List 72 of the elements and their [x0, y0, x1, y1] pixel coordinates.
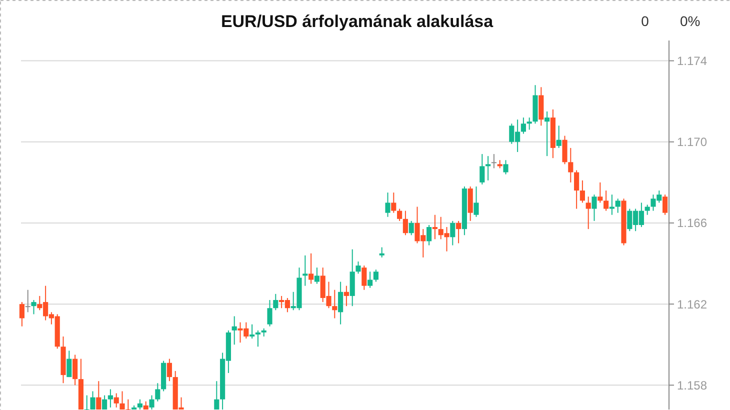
candlestick: [338, 281, 344, 325]
chart-title: EUR/USD árfolyamának alakulása: [220, 12, 494, 31]
candlestick: [356, 260, 361, 274]
candlestick: [562, 135, 568, 165]
candlestick: [126, 398, 131, 410]
candlestick: [344, 285, 349, 307]
candlestick: [598, 182, 603, 204]
candlestick: [166, 358, 172, 382]
candlestick: [84, 394, 90, 410]
candlestick: [397, 208, 402, 222]
candlestick: [662, 194, 668, 216]
candlestick: [96, 380, 102, 410]
candlestick: [385, 192, 390, 218]
y-tick-label: 1.162: [677, 297, 708, 312]
candlestick: [66, 350, 72, 378]
candlestick: [402, 210, 408, 236]
candlestick: [120, 390, 125, 410]
candlestick: [592, 194, 597, 222]
candlestick: [19, 302, 24, 327]
candlestick: [644, 204, 650, 216]
y-tick-label: 1.166: [677, 216, 708, 230]
candlestick: [580, 180, 585, 204]
candlestick: [526, 117, 532, 130]
candlestick: [102, 394, 108, 410]
candlestick: [149, 394, 154, 410]
candlestick: [480, 154, 485, 185]
candlestick: [308, 252, 314, 284]
candlestick: [255, 330, 260, 348]
candlestick: [232, 316, 237, 346]
candlestick: [90, 390, 96, 410]
candlestick: [214, 380, 220, 410]
candlestick: [108, 388, 113, 408]
candlestick: [568, 147, 574, 183]
candlestick: [362, 265, 367, 290]
y-tick-label: 1.170: [677, 135, 708, 150]
candlestick: [609, 194, 614, 216]
candlestick: [486, 156, 491, 181]
candlestick: [373, 269, 378, 282]
candlestick: [432, 214, 438, 240]
candlestick: [314, 267, 320, 284]
candlestick: [491, 154, 496, 169]
candlestick: [408, 220, 414, 236]
candlestick: [426, 224, 432, 246]
text: 0: [641, 13, 650, 29]
y-tick-label: 1.158: [677, 378, 708, 392]
candlestick: [267, 300, 272, 327]
candlestick: [503, 160, 508, 175]
candlestick: [137, 398, 142, 410]
candlestick: [155, 382, 160, 402]
candlestick: [114, 392, 119, 408]
candlestick: [615, 198, 620, 214]
candlestick: [604, 190, 609, 212]
candlestick: [586, 196, 591, 230]
candlestick: [72, 354, 78, 386]
candlestick: [450, 220, 456, 246]
candlestick: [474, 186, 479, 218]
candlestick: [31, 300, 36, 315]
candlestick: [25, 289, 30, 313]
candlestick: [250, 324, 255, 340]
candlestick: [456, 220, 462, 244]
candlestick: [332, 289, 338, 319]
candlestick: [544, 110, 550, 157]
candlestick: [379, 246, 384, 258]
candlestick: [574, 170, 580, 210]
candlestick: [556, 125, 562, 148]
candlestick: [391, 192, 396, 214]
candlestick: [368, 271, 373, 288]
candlestick: [302, 254, 308, 286]
text: 0%: [680, 13, 700, 29]
y-tick-label: 1.174: [677, 54, 708, 68]
candlestick: [273, 293, 278, 311]
candlestick: [520, 117, 526, 134]
